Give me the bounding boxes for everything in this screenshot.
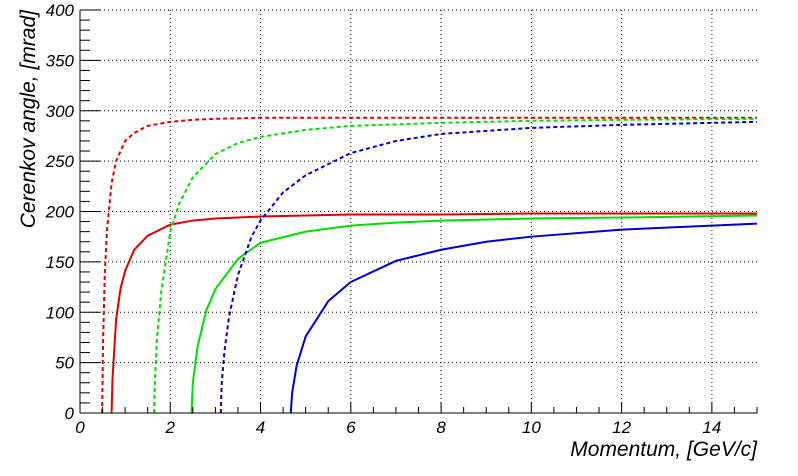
x-tick-label: 12	[612, 418, 631, 437]
y-tick-label: 200	[45, 203, 75, 222]
x-tick-label: 6	[346, 418, 356, 437]
series-line-dashed	[153, 117, 758, 414]
series-line-dashed	[101, 116, 757, 414]
series-line-dashed	[219, 120, 758, 414]
series-line-solid	[190, 214, 758, 414]
series-line-solid	[289, 222, 758, 414]
y-tick-label: 350	[46, 51, 75, 70]
axis-ticks	[79, 9, 758, 414]
x-tick-label: 10	[522, 418, 541, 437]
y-tick-label: 250	[45, 152, 75, 171]
y-tick-label: 100	[46, 303, 75, 322]
series-line-solid	[110, 212, 757, 414]
y-tick-label: 0	[65, 404, 75, 423]
y-axis-title: Cerenkov angle, [mrad]	[17, 9, 40, 228]
x-axis-title: Momentum, [GeV/c]	[570, 438, 758, 461]
y-tick-label: 50	[55, 354, 74, 373]
x-tick-label: 0	[75, 418, 85, 437]
x-tick-label: 8	[436, 418, 446, 437]
y-tick-label: 150	[46, 253, 75, 272]
y-tick-label: 300	[46, 102, 75, 121]
x-tick-label: 14	[702, 418, 721, 437]
tick-labels: 0 2 4 6 8 10 12 14 0 50 100 150 200 250 300 350 400	[45, 1, 722, 437]
grid-lines	[80, 9, 757, 413]
y-tick-label: 400	[46, 1, 75, 20]
data-series	[101, 116, 758, 414]
x-tick-label: 2	[165, 418, 176, 437]
x-tick-label: 4	[256, 418, 265, 437]
